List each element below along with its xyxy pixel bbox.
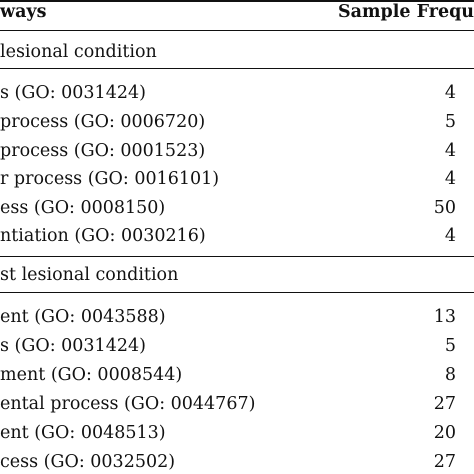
header-rule [0, 30, 474, 31]
table-row-term: process (GO: 0001523) [0, 141, 206, 161]
table-row-value: 5 [444, 112, 456, 132]
table-row-term: ent (GO: 0048513) [0, 423, 166, 443]
table-row-term: ment (GO: 0008544) [0, 365, 183, 385]
table-row-value: 4 [444, 83, 456, 103]
section-title: lesional condition [0, 42, 157, 62]
table-row-value: 13 [433, 307, 456, 327]
table-row-value: 4 [444, 169, 456, 189]
table-row-value: 5 [444, 336, 456, 356]
table-row-value: 4 [444, 141, 456, 161]
table-row-term: ent (GO: 0043588) [0, 307, 166, 327]
table-row-value: 27 [433, 394, 456, 414]
table-row-value: 20 [433, 423, 456, 443]
section-title: st lesional condition [0, 265, 179, 285]
table-row-term: cess (GO: 0032502) [0, 452, 176, 472]
sample-frequency-column-header: Sample Freque [338, 2, 474, 22]
table-row-term: s (GO: 0031424) [0, 83, 146, 103]
table-row-value: 8 [444, 365, 456, 385]
table-row-term: ess (GO: 0008150) [0, 198, 166, 218]
section-rule [0, 292, 474, 293]
pathways-column-header: ways [0, 2, 47, 22]
section-rule [0, 256, 474, 257]
table-row-term: r process (GO: 0016101) [0, 169, 220, 189]
section-rule [0, 68, 474, 69]
table-row-value: 4 [444, 226, 456, 246]
table-row-term: ntiation (GO: 0030216) [0, 226, 206, 246]
table-row-term: s (GO: 0031424) [0, 336, 146, 356]
table-row-term: process (GO: 0006720) [0, 112, 206, 132]
table-top-rule [0, 0, 474, 2]
table-row-term: ental process (GO: 0044767) [0, 394, 256, 414]
table-row-value: 27 [433, 452, 456, 472]
table-row-value: 50 [433, 198, 456, 218]
